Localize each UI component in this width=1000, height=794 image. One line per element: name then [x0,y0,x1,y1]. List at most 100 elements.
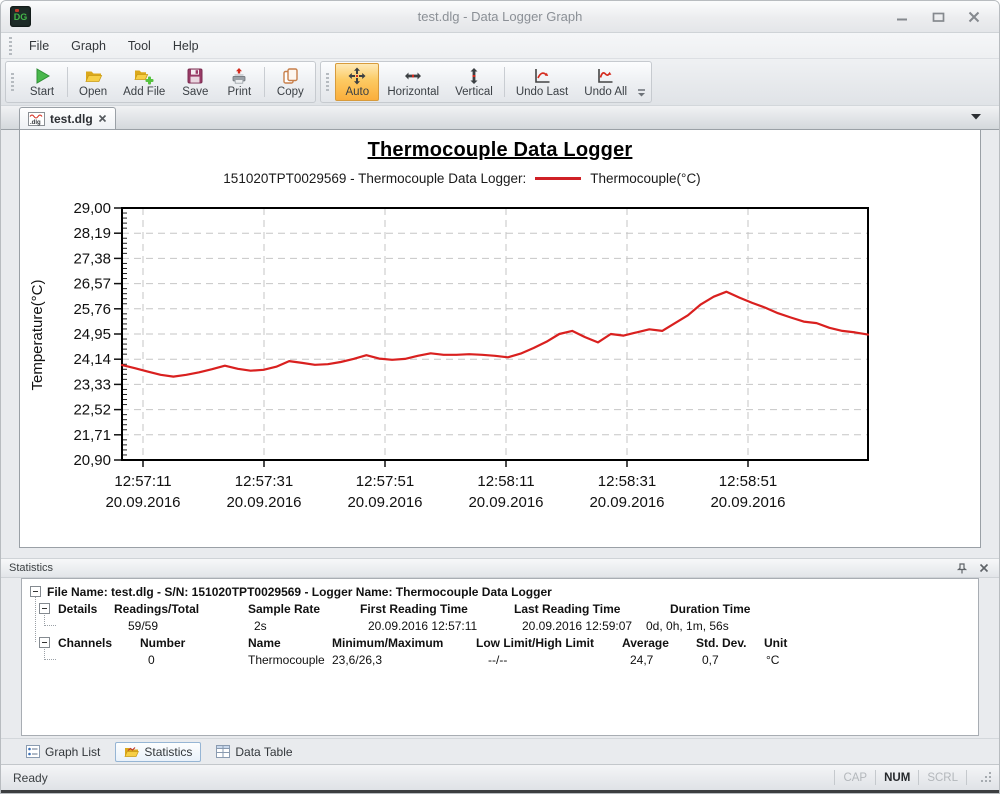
minimize-icon [897,18,907,20]
open-folder-icon [84,71,102,82]
resize-grip[interactable] [980,771,993,784]
legend-series-label: Thermocouple(°C) [590,171,701,186]
window-bottom-edge [1,790,999,793]
status-bar: Ready CAP NUM SCRL [1,764,999,790]
vertical-zoom-icon [470,67,478,84]
statistics-tree: File Name: test.dlg - S/N: 151020TPT0029… [21,578,979,736]
print-button[interactable]: Print [217,63,261,101]
last-reading-time-value: 20.09.2016 12:59:07 [522,619,633,633]
stats-details-header-row: Details Readings/Total Sample Rate First… [22,601,978,617]
tab-close-icon[interactable] [98,114,107,123]
collapse-icon[interactable] [39,637,50,648]
panel-close-icon[interactable] [979,563,989,573]
toolbar: Start Open Add File [1,59,999,106]
statistics-panel-title: Statistics [9,562,54,574]
col-header: Average [622,636,669,650]
svg-text:23,33: 23,33 [73,376,111,393]
tab-statistics[interactable]: Statistics [115,741,202,762]
maximize-button[interactable] [927,9,949,25]
channel-number-value: 0 [148,653,155,667]
statistics-icon [124,747,140,757]
svg-text:26,57: 26,57 [73,276,111,293]
svg-text:24,95: 24,95 [73,326,111,343]
start-play-icon [36,67,50,84]
maximize-icon [932,12,944,22]
stats-root-row: File Name: test.dlg - S/N: 151020TPT0029… [22,584,978,600]
svg-text:21,71: 21,71 [73,427,111,444]
col-header: Low Limit/High Limit [476,636,594,650]
svg-text:29,00: 29,00 [73,200,111,217]
add-file-button[interactable]: Add File [115,63,173,101]
col-header: Duration Time [670,602,751,616]
collapse-icon[interactable] [39,603,50,614]
legend-line-sample [535,177,582,180]
scroll-lock-indicator: SCRL [927,771,958,784]
legend-prefix: 151020TPT0029569 - Thermocouple Data Log… [223,171,527,186]
auto-zoom-button[interactable]: Auto [335,63,380,101]
col-header: Readings/Total [114,602,200,616]
horizontal-zoom-icon [405,72,422,79]
save-button[interactable]: Save [173,63,217,101]
menu-graph[interactable]: Graph [71,38,106,53]
tab-graph-list[interactable]: Graph List [17,742,109,762]
copy-button[interactable]: Copy [268,63,312,101]
menu-help[interactable]: Help [172,38,199,53]
toolbar-panel-file: Start Open Add File [5,61,317,103]
close-button[interactable] [963,9,985,25]
menu-tool[interactable]: Tool [127,38,151,53]
min-max-value: 23,6/26,3 [332,653,383,667]
chart-document: Thermocouple Data Logger 151020TPT002956… [19,130,981,548]
toolbar-overflow-button[interactable] [635,63,648,101]
svg-text:.dlg: .dlg [30,120,41,126]
copy-icon [283,67,298,84]
collapse-icon[interactable] [30,586,41,597]
vertical-zoom-button[interactable]: Vertical [447,63,501,101]
toolbar-grip[interactable] [11,73,14,91]
undo-last-button[interactable]: Undo Last [508,63,576,101]
sample-rate-value: 2s [254,619,267,633]
panel-splitter[interactable] [1,548,999,558]
undo-last-icon [534,68,550,83]
tab-test-dlg[interactable]: .dlg test.dlg [19,107,116,129]
chart-legend: 151020TPT0029569 - Thermocouple Data Log… [20,171,942,186]
tab-data-table[interactable]: Data Table [207,742,301,762]
undo-all-button[interactable]: Undo All [576,63,635,101]
chart-title: Thermocouple Data Logger [367,139,633,161]
average-value: 24,7 [630,653,654,667]
status-text: Ready [13,770,48,785]
pin-icon[interactable] [957,562,967,574]
graph-list-icon [26,745,40,758]
caps-lock-indicator: CAP [843,771,868,784]
svg-text:28,19: 28,19 [73,225,111,242]
statistics-panel-header: Statistics [1,558,999,578]
start-button[interactable]: Start [20,63,64,101]
title-bar: DG test.dlg - Data Logger Graph [1,1,999,33]
open-button[interactable]: Open [71,63,115,101]
col-header: First Reading Time [360,602,468,616]
minimize-button[interactable] [891,9,913,25]
auto-zoom-icon [348,67,366,84]
y-axis-title: Temperature(°C) [29,279,46,391]
stats-details-value-row: 59/59 2s 20.09.2016 12:57:11 20.09.2016 … [22,618,978,634]
stats-channels-header-row: Channels Number Name Minimum/Maximum Low… [22,635,978,651]
horizontal-zoom-button[interactable]: Horizontal [379,63,447,101]
toolbar-grip[interactable] [326,73,330,91]
svg-text:25,76: 25,76 [73,301,111,318]
tab-label: test.dlg [50,111,93,126]
duration-time-value: 0d, 0h, 1m, 56s [646,619,729,633]
chevron-down-icon [971,114,981,120]
toolbar-separator [67,67,68,97]
menu-grip[interactable] [9,36,12,55]
stats-channel-value-row: 0 Thermocouple 23,6/26,3 --/-- 24,7 0,7 … [22,652,978,668]
print-icon [232,67,246,84]
tab-list-dropdown-button[interactable] [969,103,983,129]
col-header: Last Reading Time [514,602,621,616]
add-file-icon [134,70,154,84]
menu-file[interactable]: File [29,38,50,53]
channels-label: Channels [58,636,113,650]
